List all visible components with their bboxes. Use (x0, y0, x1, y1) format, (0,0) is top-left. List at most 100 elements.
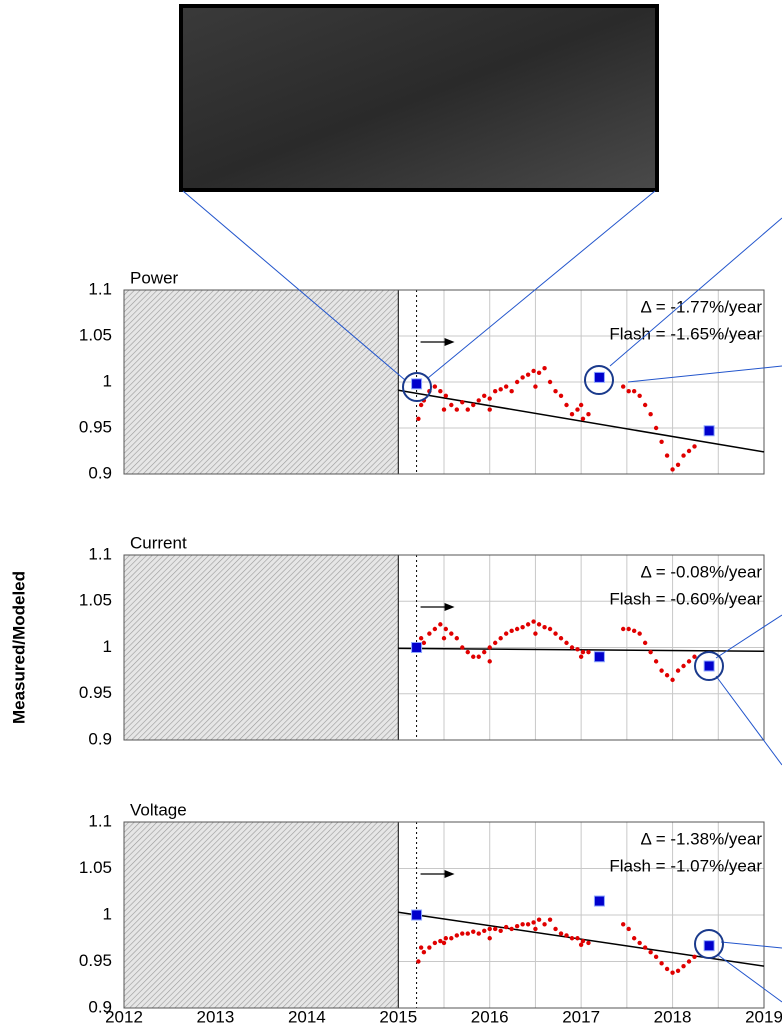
flash-point (703, 425, 715, 437)
callout-circle (584, 365, 614, 395)
arrow-head (444, 338, 455, 346)
field-point (498, 636, 503, 641)
field-point (586, 649, 591, 655)
field-point (692, 654, 697, 659)
y-tick-label: 1 (103, 904, 112, 923)
field-point (536, 370, 542, 375)
callout-line (715, 675, 782, 766)
field-point (664, 966, 670, 972)
field-point (503, 384, 509, 389)
field-point (418, 636, 424, 641)
field-point (487, 936, 492, 941)
field-point (547, 626, 553, 632)
field-point (465, 931, 470, 936)
field-point (631, 389, 637, 394)
x-tick-label: 2014 (288, 1007, 326, 1025)
x-tick-label: 2015 (379, 1007, 417, 1025)
field-point (578, 654, 584, 659)
plot-frame (123, 821, 765, 1009)
field-point (542, 922, 547, 927)
panel-title: Voltage (130, 800, 187, 819)
field-point (476, 398, 481, 403)
field-point (670, 970, 675, 975)
arrow-head (444, 870, 455, 878)
panel-title: Current (130, 533, 187, 552)
field-point (681, 663, 686, 669)
field-point (536, 917, 542, 922)
field-point (487, 926, 492, 932)
field-point (493, 389, 498, 394)
field-point (637, 631, 642, 636)
field-point (432, 940, 438, 946)
field-point (509, 628, 514, 634)
field-point (536, 622, 542, 627)
field-point (648, 950, 653, 955)
field-point (514, 379, 520, 385)
x-tick-label: 2012 (105, 1007, 143, 1025)
field-point (441, 636, 447, 641)
field-point (564, 402, 569, 408)
field-point (631, 936, 637, 941)
field-point (476, 654, 481, 659)
field-point (558, 931, 564, 936)
field-point (427, 631, 432, 636)
field-point (578, 402, 584, 408)
callout-line (182, 190, 406, 381)
field-point (454, 933, 459, 938)
field-point (438, 389, 443, 394)
field-point (471, 929, 476, 934)
excluded-period (124, 822, 399, 1008)
field-point (586, 412, 591, 417)
field-point (416, 959, 421, 964)
callout-line (720, 941, 782, 949)
field-point (670, 467, 675, 472)
field-point (553, 926, 558, 932)
field-point (681, 963, 686, 969)
y-tick-label: 1.1 (88, 544, 112, 563)
panel-title: Power (130, 268, 179, 287)
field-point (493, 926, 498, 932)
field-point (514, 923, 520, 929)
field-point (553, 389, 558, 394)
field-point (460, 400, 465, 405)
field-point (558, 393, 564, 398)
field-point (443, 936, 449, 941)
flash-point (703, 940, 715, 952)
flash-point (703, 660, 715, 672)
field-point (471, 402, 476, 408)
callout-line (717, 954, 782, 1003)
flash-point (593, 895, 605, 907)
field-point (569, 412, 575, 417)
field-point (471, 654, 476, 659)
callout-circle (694, 651, 724, 681)
field-point (653, 425, 659, 431)
y-tick-label: 1.05 (79, 858, 112, 877)
field-point (675, 462, 681, 467)
field-point (503, 924, 509, 930)
field-point (498, 928, 503, 934)
trend-line (398, 389, 765, 453)
field-point (487, 659, 492, 664)
field-point (520, 375, 525, 380)
field-point (487, 407, 492, 412)
field-point (531, 920, 536, 925)
callout-lines (182, 190, 782, 1003)
field-point (449, 631, 454, 636)
field-point (487, 396, 492, 401)
field-point (509, 926, 514, 932)
annotation: Δ = -1.77%/year (641, 297, 763, 316)
field-point (482, 928, 487, 934)
field-point (675, 968, 681, 973)
field-point (498, 387, 503, 392)
field-point (626, 926, 631, 932)
y-tick-label: 0.95 (79, 683, 112, 702)
field-point (514, 626, 520, 632)
y-tick-label: 1 (103, 637, 112, 656)
field-point (659, 668, 664, 673)
y-tick-label: 0.9 (88, 997, 112, 1016)
field-point (531, 368, 536, 374)
field-point (421, 640, 427, 646)
field-point (493, 640, 498, 646)
